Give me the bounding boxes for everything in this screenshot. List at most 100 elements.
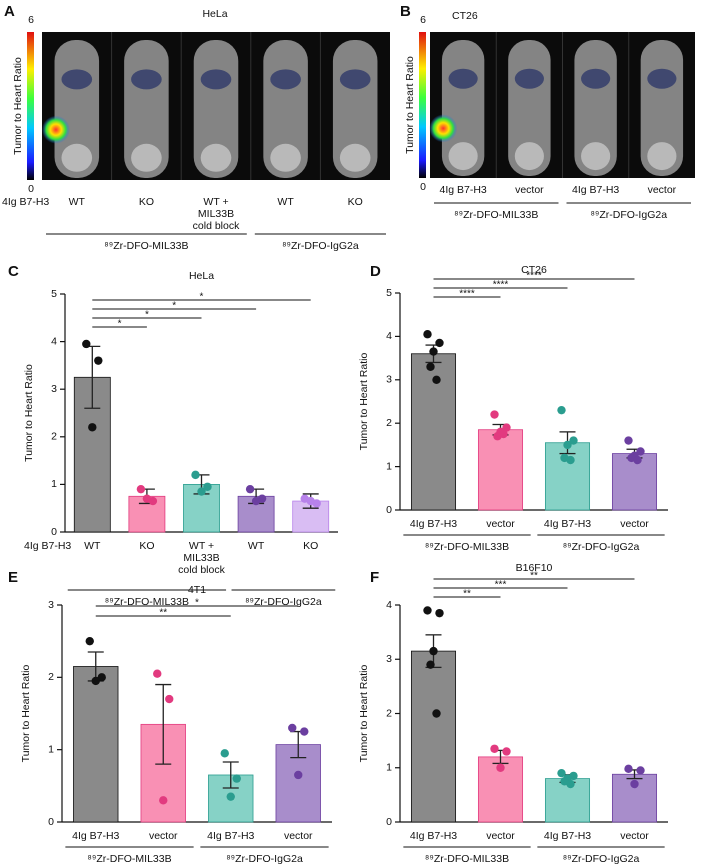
data-point xyxy=(496,763,505,772)
data-point xyxy=(566,455,575,465)
y-tick-label: 4 xyxy=(386,599,392,611)
mouse-organ xyxy=(514,68,544,89)
category-label: KO xyxy=(348,196,363,208)
category-label: KO xyxy=(139,196,154,208)
panel-letter: F xyxy=(370,569,379,586)
mouse-organ xyxy=(61,69,93,90)
x-tick-label: 4Ig B7-H3 xyxy=(207,830,254,842)
group-label: ⁸⁹Zr-DFO-IgG2a xyxy=(226,853,303,865)
data-point xyxy=(251,496,261,506)
data-point xyxy=(490,410,499,419)
mouse-pelvis xyxy=(647,142,677,171)
data-point xyxy=(624,764,633,774)
mouse-organ xyxy=(581,68,611,89)
significance-label: * xyxy=(172,301,176,312)
data-point xyxy=(245,484,255,494)
y-tick-label: 0 xyxy=(386,504,392,516)
data-point xyxy=(232,774,241,783)
panel-letter: B xyxy=(400,3,411,20)
y-tick-label: 1 xyxy=(386,460,392,472)
data-point xyxy=(82,339,91,349)
x-tick-label: 4Ig B7-H3 xyxy=(544,830,591,842)
category-label: 4Ig B7-H3 xyxy=(572,184,619,196)
y-tick-label: 4 xyxy=(386,330,392,342)
data-point xyxy=(557,405,566,415)
x-tick-label: vector xyxy=(486,518,515,530)
data-point xyxy=(636,447,645,456)
category-label: WT xyxy=(277,196,294,208)
mouse-organ xyxy=(448,68,478,89)
mouse-pelvis xyxy=(514,142,544,171)
mouse-pelvis xyxy=(131,143,162,172)
group-label: ⁸⁹Zr-DFO-IgG2a xyxy=(590,209,667,221)
y-tick-label: 0 xyxy=(386,816,392,828)
data-point xyxy=(142,494,152,503)
chart-title: HeLa xyxy=(189,270,214,282)
chart-title: B16F10 xyxy=(516,562,553,574)
mouse-organ xyxy=(339,69,371,90)
data-point xyxy=(91,676,100,686)
significance-label: * xyxy=(118,319,122,330)
panel-letter: D xyxy=(370,263,381,280)
group-label: ⁸⁹Zr-DFO-MIL33B xyxy=(425,541,509,553)
data-point xyxy=(633,455,642,465)
data-point xyxy=(191,470,200,480)
bar xyxy=(477,429,524,511)
y-axis-label: Tumor to Heart Ratio xyxy=(20,665,32,763)
mouse-pelvis xyxy=(581,142,611,171)
y-tick-label: 0 xyxy=(51,526,57,538)
data-point xyxy=(563,440,572,450)
mouse-pelvis xyxy=(270,143,301,172)
chart-title: 4T1 xyxy=(188,584,206,596)
data-point xyxy=(569,436,578,445)
bar xyxy=(73,666,119,823)
colorbar-label: Tumor to Heart Ratio xyxy=(12,57,24,155)
y-tick-label: 4 xyxy=(51,335,57,347)
group-label: ⁸⁹Zr-DFO-MIL33B xyxy=(105,596,189,608)
group-label: ⁸⁹Zr-DFO-IgG2a xyxy=(563,541,640,553)
colorbar-max: 6 xyxy=(420,14,426,26)
data-point xyxy=(220,749,229,758)
group-label: ⁸⁹Zr-DFO-IgG2a xyxy=(282,240,359,252)
y-tick-label: 0 xyxy=(48,816,54,828)
y-tick-label: 3 xyxy=(386,374,392,386)
y-tick-label: 1 xyxy=(48,743,54,755)
significance-label: **** xyxy=(493,280,509,291)
y-axis-label: Tumor to Heart Ratio xyxy=(358,353,370,451)
category-label: vector xyxy=(515,184,544,196)
data-point xyxy=(432,709,441,718)
significance-label: * xyxy=(200,292,204,303)
y-tick-label: 5 xyxy=(51,288,57,300)
y-tick-label: 2 xyxy=(386,417,392,429)
panel-title: HeLa xyxy=(202,8,227,20)
data-point xyxy=(435,338,444,348)
data-point xyxy=(490,744,499,753)
y-tick-label: 2 xyxy=(386,707,392,719)
y-tick-label: 3 xyxy=(386,653,392,665)
data-point xyxy=(429,646,438,656)
data-point xyxy=(288,723,297,733)
mouse-pelvis xyxy=(200,143,232,172)
colorbar-min: 0 xyxy=(420,181,426,193)
data-point xyxy=(226,792,235,801)
x-tick-label: vector xyxy=(149,830,178,842)
x-tick-label: vector xyxy=(284,830,313,842)
x-tick-label: WT xyxy=(248,540,265,552)
data-point xyxy=(85,636,94,646)
significance-label: ** xyxy=(530,571,538,582)
group-label: ⁸⁹Zr-DFO-MIL33B xyxy=(104,240,188,252)
x-tick-label: 4Ig B7-H3 xyxy=(544,518,591,530)
significance-label: * xyxy=(145,310,149,321)
category-label: 4Ig B7-H3 xyxy=(439,184,486,196)
y-tick-label: 2 xyxy=(51,431,57,443)
y-tick-label: 1 xyxy=(51,478,57,490)
y-tick-label: 3 xyxy=(48,599,54,611)
data-point xyxy=(203,482,212,491)
data-point xyxy=(159,796,168,805)
mouse-pelvis xyxy=(448,142,478,171)
bar xyxy=(140,723,186,823)
x-tick-label: WT xyxy=(84,540,101,552)
mouse-organ xyxy=(647,68,677,89)
x-tick-label: 4Ig B7-H3 xyxy=(410,518,457,530)
